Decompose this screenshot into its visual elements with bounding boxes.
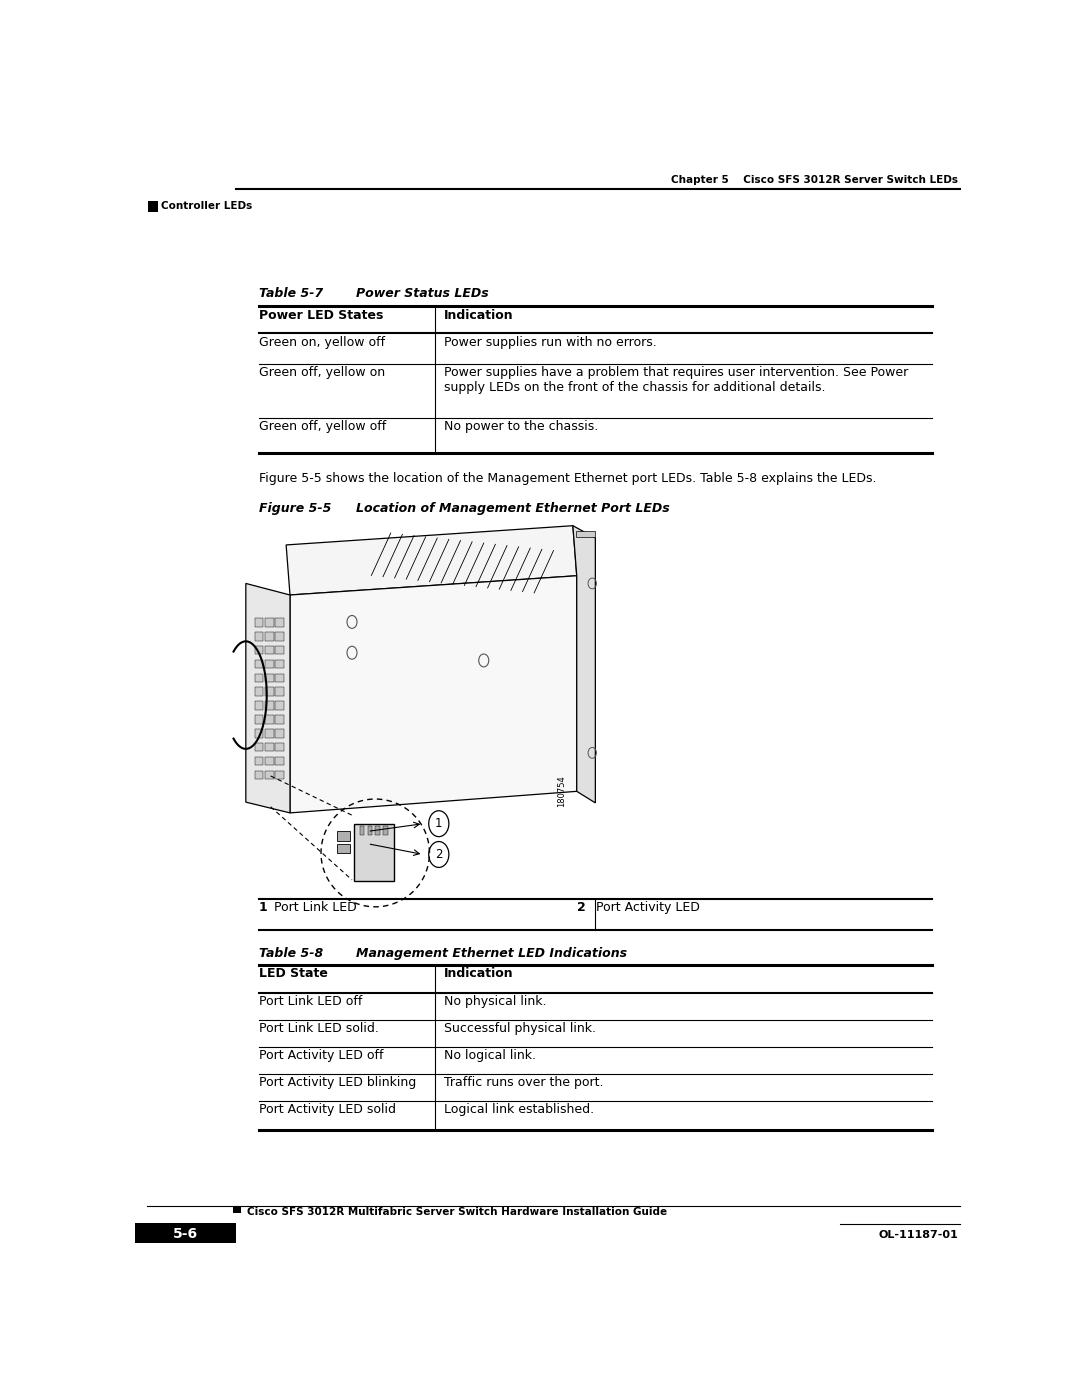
Bar: [266, 771, 273, 780]
Text: Green on, yellow off: Green on, yellow off: [259, 335, 386, 348]
Text: OL-11187-01: OL-11187-01: [878, 1231, 958, 1241]
Bar: [266, 743, 273, 752]
Bar: [275, 617, 284, 627]
Bar: [266, 617, 273, 627]
Bar: [275, 673, 284, 682]
Polygon shape: [291, 576, 577, 813]
Bar: [576, 531, 595, 538]
Bar: [275, 687, 284, 696]
Bar: [255, 617, 264, 627]
Bar: [383, 826, 388, 835]
Text: Port Link LED off: Port Link LED off: [259, 996, 363, 1009]
Text: Controller LEDs: Controller LEDs: [161, 201, 253, 211]
Text: 2: 2: [435, 848, 443, 861]
Bar: [148, 201, 159, 212]
Bar: [255, 687, 264, 696]
Text: Cisco SFS 3012R Multifabric Server Switch Hardware Installation Guide: Cisco SFS 3012R Multifabric Server Switc…: [246, 1207, 666, 1217]
Bar: [135, 1222, 235, 1243]
Bar: [337, 831, 350, 841]
Bar: [275, 701, 284, 710]
Bar: [255, 645, 264, 654]
Text: Port Activity LED blinking: Port Activity LED blinking: [259, 1076, 416, 1090]
Text: Port Activity LED solid: Port Activity LED solid: [259, 1104, 396, 1116]
Bar: [255, 729, 264, 738]
Text: 1: 1: [435, 817, 443, 830]
Text: Table 5-7: Table 5-7: [259, 286, 323, 300]
Bar: [266, 631, 273, 641]
Bar: [266, 687, 273, 696]
Bar: [275, 645, 284, 654]
Text: No physical link.: No physical link.: [444, 996, 546, 1009]
Text: Port Activity LED off: Port Activity LED off: [259, 1049, 383, 1062]
Text: Green off, yellow on: Green off, yellow on: [259, 366, 386, 380]
Text: Successful physical link.: Successful physical link.: [444, 1023, 595, 1035]
Text: Management Ethernet LED Indications: Management Ethernet LED Indications: [356, 947, 627, 960]
Text: No power to the chassis.: No power to the chassis.: [444, 420, 598, 433]
Bar: [266, 673, 273, 682]
Text: Indication: Indication: [444, 309, 513, 321]
Bar: [255, 673, 264, 682]
Polygon shape: [246, 584, 291, 813]
Text: Power LED States: Power LED States: [259, 309, 383, 321]
Text: 1: 1: [259, 901, 268, 914]
Bar: [337, 844, 350, 854]
Text: Indication: Indication: [444, 967, 513, 979]
Text: Table 5-8: Table 5-8: [259, 947, 323, 960]
Text: Power supplies run with no errors.: Power supplies run with no errors.: [444, 335, 657, 348]
Text: Location of Management Ethernet Port LEDs: Location of Management Ethernet Port LED…: [356, 502, 670, 515]
Text: Chapter 5    Cisco SFS 3012R Server Switch LEDs: Chapter 5 Cisco SFS 3012R Server Switch …: [671, 175, 958, 184]
Bar: [266, 701, 273, 710]
Bar: [232, 1206, 241, 1213]
Text: 5-6: 5-6: [173, 1227, 198, 1241]
Bar: [275, 743, 284, 752]
Bar: [255, 715, 264, 724]
Polygon shape: [286, 525, 577, 595]
Bar: [266, 729, 273, 738]
Bar: [275, 729, 284, 738]
Text: Power Status LEDs: Power Status LEDs: [356, 286, 488, 300]
Bar: [360, 826, 364, 835]
Bar: [255, 757, 264, 766]
Text: Port Link LED solid.: Port Link LED solid.: [259, 1023, 379, 1035]
Text: Traffic runs over the port.: Traffic runs over the port.: [444, 1076, 603, 1090]
Bar: [275, 757, 284, 766]
Text: Logical link established.: Logical link established.: [444, 1104, 594, 1116]
Bar: [266, 659, 273, 668]
Polygon shape: [572, 525, 595, 803]
Text: Port Link LED: Port Link LED: [274, 901, 357, 914]
Text: No logical link.: No logical link.: [444, 1049, 536, 1062]
Bar: [266, 715, 273, 724]
Bar: [375, 826, 380, 835]
Bar: [255, 771, 264, 780]
Bar: [255, 743, 264, 752]
Text: Port Activity LED: Port Activity LED: [596, 901, 700, 914]
Bar: [266, 757, 273, 766]
Bar: [275, 715, 284, 724]
Bar: [353, 824, 394, 882]
Bar: [275, 771, 284, 780]
Bar: [275, 631, 284, 641]
Bar: [266, 645, 273, 654]
Bar: [255, 659, 264, 668]
Bar: [275, 659, 284, 668]
Text: Figure 5-5: Figure 5-5: [259, 502, 332, 515]
Text: 2: 2: [577, 901, 585, 914]
Text: Green off, yellow off: Green off, yellow off: [259, 420, 387, 433]
Bar: [255, 631, 264, 641]
Text: Power supplies have a problem that requires user intervention. See Power
supply : Power supplies have a problem that requi…: [444, 366, 908, 394]
Text: 180754: 180754: [557, 775, 566, 806]
Bar: [255, 701, 264, 710]
Bar: [367, 826, 373, 835]
Text: LED State: LED State: [259, 967, 328, 979]
Text: Figure 5-5 shows the location of the Management Ethernet port LEDs. Table 5-8 ex: Figure 5-5 shows the location of the Man…: [259, 472, 877, 485]
